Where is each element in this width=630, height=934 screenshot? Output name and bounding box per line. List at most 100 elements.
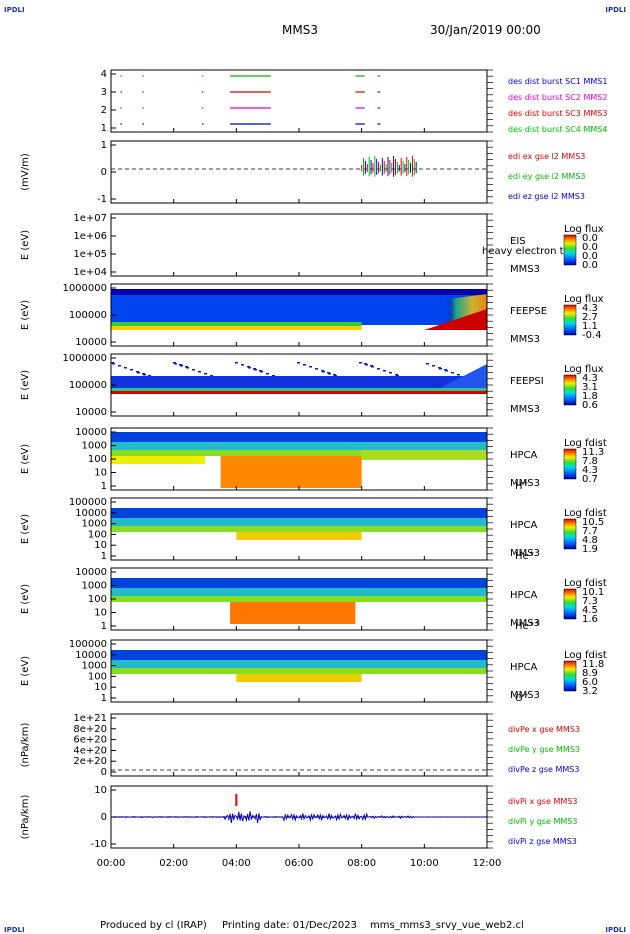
feepsi-flux-speckle: [383, 370, 386, 372]
feepsi-flux-speckle: [396, 375, 399, 377]
ytick-label: 1: [101, 693, 107, 704]
ytick-label: 10000: [75, 567, 107, 578]
colorbar-value: 10.5: [582, 517, 604, 528]
feepse-flux-top: [111, 289, 487, 295]
ytick-label: 1: [101, 481, 107, 492]
y-axis-label: E (eV): [20, 656, 31, 686]
feepsi-flux-speckle: [439, 368, 442, 370]
footer-filename: mms_mms3_srvy_vue_web2.cl: [370, 920, 524, 931]
hpca-flux-yellow: [236, 532, 362, 540]
ytick-label: 10000: [75, 508, 107, 519]
feepsi-flux-speckle: [315, 368, 318, 370]
time-axis-label: 06:00: [285, 858, 314, 869]
colorbar-value: 2.7: [582, 312, 598, 323]
feepsi-flux-speckle: [247, 366, 250, 368]
colorbar-value: 1.6: [582, 614, 598, 625]
colorbar-value: 8.9: [582, 668, 598, 679]
colorbar-title: Log fdist: [564, 508, 607, 519]
feepsi-flux-speckle: [333, 374, 336, 376]
ytick-label: 100: [88, 454, 107, 465]
colorbar-value: 7.3: [582, 596, 598, 607]
feepsi-flux-speckle: [112, 363, 115, 365]
feepsi-flux-speckle: [359, 362, 362, 364]
species-label: He++: [515, 619, 541, 632]
ytick-label: 0: [101, 767, 107, 778]
ytick-label: 1: [101, 621, 107, 632]
feepsi-flux-speckle: [130, 369, 133, 371]
feepsi-flux-speckle: [445, 370, 448, 372]
colorbar-title: Log flux: [564, 224, 604, 235]
panel-frame-burst: [110, 69, 488, 133]
feepsi-flux-speckle: [210, 375, 213, 377]
instrument-label: HPCA: [510, 520, 538, 531]
ytick-label: 1000000: [62, 353, 107, 364]
feepsi-flux-speckle: [432, 365, 435, 367]
feepsi-flux-speckle: [321, 370, 324, 372]
feepsi-flux-speckle: [438, 367, 441, 369]
colorbar: [563, 304, 577, 336]
feepsi-flux-speckle: [260, 371, 263, 373]
colorbar-value: 0.0: [582, 233, 598, 244]
ytick-label: 100000: [69, 310, 107, 321]
feepsi-flux-speckle: [136, 371, 139, 373]
feepsi-flux-speckle: [173, 362, 176, 364]
colorbar-value: 0.0: [582, 260, 598, 271]
feepsi-flux-speckle: [297, 362, 300, 364]
spacecraft-title: MMS3: [282, 23, 318, 37]
ytick-label: 100000: [69, 639, 107, 650]
ytick-label: 10000: [75, 650, 107, 661]
species-charge: +: [529, 549, 535, 557]
ytick-label: 10000: [75, 337, 107, 348]
species-charge: +: [523, 479, 529, 487]
legend-entry: divPi z gse MMS3: [508, 837, 577, 846]
colorbar-value: 6.0: [582, 677, 598, 688]
feepsi-flux-speckle: [198, 371, 201, 373]
feepsi-flux-blue: [111, 376, 487, 388]
colorbar-value: 7.8: [582, 456, 598, 467]
ytick-label: 10: [94, 468, 107, 479]
ytick-label: 1e+04: [73, 267, 107, 278]
ytick-label: 3: [101, 87, 107, 98]
ytick-label: 100: [88, 529, 107, 540]
colorbar-title: Log flux: [564, 364, 604, 375]
ytick-label: 1e+21: [73, 713, 107, 724]
instrument-label: HPCA: [510, 662, 538, 673]
species-label: O+: [515, 691, 529, 704]
feepsi-flux-speckle: [309, 366, 312, 368]
ytick-label: 100000: [69, 497, 107, 508]
y-axis-label: (nPa/km): [20, 795, 31, 840]
legend-entry: edi ez gse l2 MMS3: [508, 192, 585, 201]
hpca-flux-green: [111, 596, 487, 602]
corner-label-bottom-right: IPDLI: [605, 926, 626, 934]
ytick-label: 2e+20: [73, 756, 107, 767]
y-axis-label: (mV/m): [20, 153, 31, 191]
legend-entry: divPe x gse MMS3: [508, 725, 580, 734]
ytick-label: 1e+05: [73, 249, 107, 260]
spacecraft-label: MMS3: [510, 690, 540, 701]
ytick-label: 1: [101, 140, 107, 151]
y-axis-label: E (eV): [20, 300, 31, 330]
colorbar-value: 0.7: [582, 474, 598, 485]
hpca-flux-late: [361, 450, 487, 460]
y-axis-label: E (eV): [20, 230, 31, 260]
feepsi-flux-speckle: [174, 363, 177, 365]
ytick-label: 0: [101, 167, 107, 178]
footer-printing-date: Printing date: 01/Dec/2023: [222, 920, 358, 931]
feepsi-flux-white: [111, 362, 487, 372]
ytick-label: 6e+20: [73, 735, 107, 746]
y-axis-label: E (eV): [20, 444, 31, 474]
feepsi-flux-speckle: [395, 374, 398, 376]
colorbar: [563, 234, 577, 266]
feepsi-flux-red: [111, 391, 487, 394]
feepsi-flux-speckle: [185, 366, 188, 368]
feepsi-flux-speckle: [365, 364, 368, 366]
time-axis-label: 04:00: [222, 858, 251, 869]
ytick-label: 10000: [75, 407, 107, 418]
feepsi-flux-speckle: [241, 364, 244, 366]
colorbar-title: Log fdist: [564, 650, 607, 661]
feepsi-flux-speckle: [143, 374, 146, 376]
time-axis-label: 12:00: [473, 858, 502, 869]
hpca-flux-cyan: [111, 660, 487, 668]
colorbar-title: Log fdist: [564, 578, 607, 589]
feepsi-flux-speckle: [235, 362, 238, 364]
